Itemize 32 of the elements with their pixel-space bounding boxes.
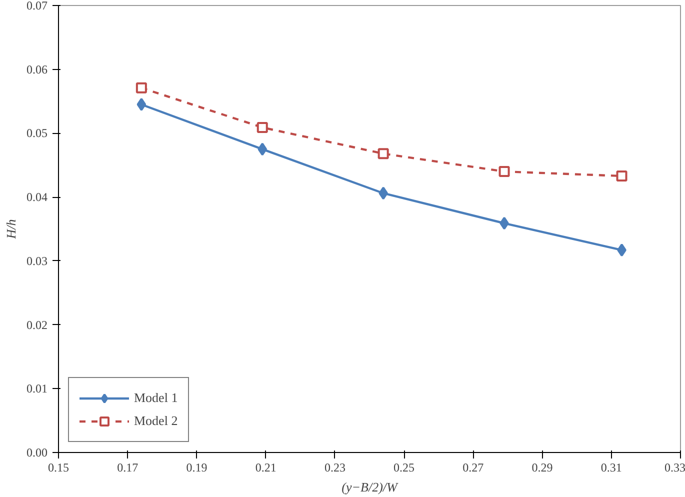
x-tick-label: 0.33 (664, 460, 685, 474)
x-tick-label: 0.21 (255, 460, 276, 474)
y-tick-label: 0.06 (26, 62, 48, 76)
x-tick-label: 0.23 (324, 460, 346, 474)
point (378, 148, 389, 160)
point (256, 122, 268, 133)
point (136, 82, 147, 94)
point (136, 98, 146, 111)
point (258, 142, 268, 156)
y-tick-label: 0.00 (26, 446, 48, 460)
x-tick-label: 0.17 (117, 460, 138, 474)
x-tick-label: 0.19 (186, 460, 208, 474)
x-tick-label: 0.29 (532, 460, 553, 474)
y-tick-label: 0.01 (26, 382, 48, 396)
y-tick-label: 0.05 (26, 126, 48, 140)
point (500, 216, 509, 230)
y-axis-title: H/h (4, 219, 18, 240)
x-tick-label: 0.25 (394, 460, 415, 474)
point (616, 170, 628, 182)
x-tick-label: 0.15 (48, 460, 69, 474)
x-tick-label: 0.27 (462, 460, 484, 474)
y-tick-label: 0.07 (26, 0, 48, 12)
y-tick-label: 0.02 (26, 318, 48, 332)
point (498, 166, 510, 178)
y-tick-label: 0.04 (26, 190, 48, 204)
legend-label: Model 1 (134, 390, 178, 406)
legend-label: Model 2 (134, 413, 178, 429)
x-tick-label: 0.31 (600, 460, 622, 474)
point (617, 244, 626, 257)
y-tick-label: 0.03 (26, 254, 48, 268)
x-axis-title: (y−B/2)/W (342, 480, 399, 494)
point (378, 186, 388, 200)
